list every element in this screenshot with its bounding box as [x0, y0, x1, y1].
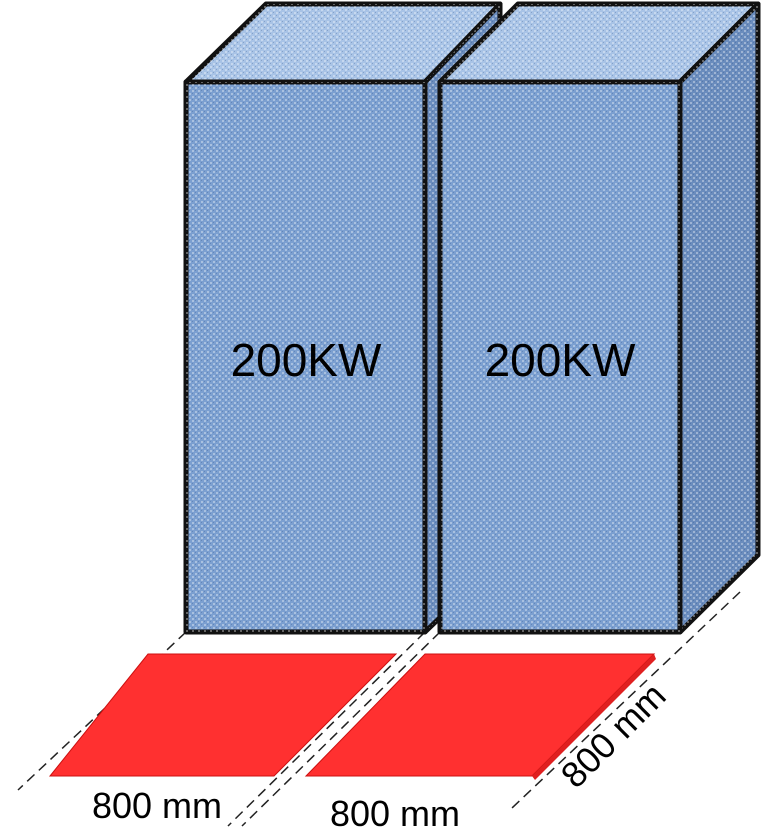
cabinet-right-power-label: 200KW	[485, 334, 636, 386]
guide-line-middle-a	[227, 631, 426, 827]
footprint-left	[48, 653, 398, 777]
cabinet-left-power-label: 200KW	[231, 334, 382, 386]
cabinet-left-front-texture	[186, 82, 425, 632]
cabinet-right-front-texture	[440, 82, 680, 632]
footprints	[48, 653, 656, 780]
cabinet-right-side-texture	[680, 4, 758, 632]
footprint-depth-edge	[532, 654, 656, 780]
cabinet-right-top-texture	[440, 4, 758, 82]
guide-line-middle-b	[241, 631, 441, 827]
cabinet-left-top-texture	[186, 4, 500, 82]
width-right-dimension-label: 800 mm	[330, 793, 460, 834]
guide-line-right	[511, 591, 741, 809]
width-left-dimension-label: 800 mm	[92, 785, 222, 826]
cabinet-right	[437, 1, 761, 635]
